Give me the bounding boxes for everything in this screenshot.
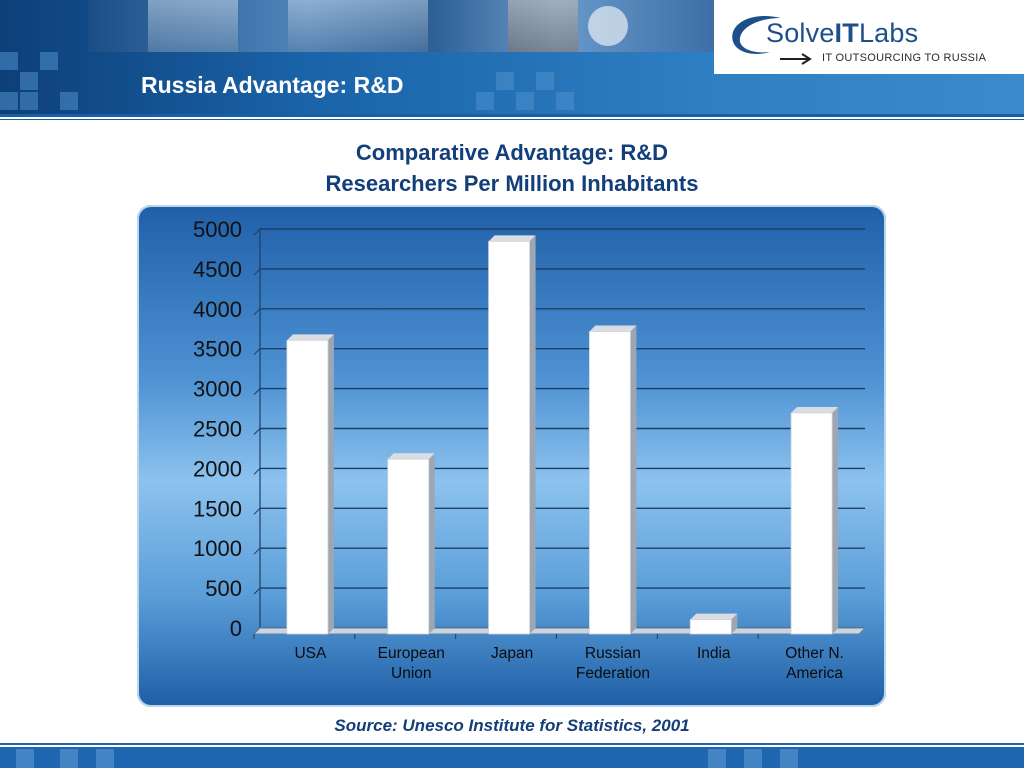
y-tick-label: 5000 bbox=[193, 217, 242, 242]
source-note: Source: Unesco Institute for Statistics,… bbox=[334, 716, 690, 735]
chart-panel: 0 500 1000 1500 2000 2500 3000 3500 4000 4500 5000… bbox=[137, 205, 886, 707]
gridline-depth bbox=[253, 228, 261, 236]
gridline-depth bbox=[253, 268, 261, 276]
y-tick-label: 1000 bbox=[193, 536, 242, 561]
chart-subtitle: Researchers Per Million Inhabitants bbox=[325, 171, 699, 196]
gridline-depth bbox=[253, 507, 261, 515]
logo-swoosh-icon bbox=[732, 16, 781, 54]
bar-top bbox=[488, 235, 536, 242]
y-tick-label: 2500 bbox=[193, 417, 242, 442]
header-rule-thin bbox=[0, 119, 1024, 120]
bar bbox=[589, 331, 631, 635]
gridline-depth bbox=[253, 428, 261, 435]
y-tick-label: 4000 bbox=[193, 297, 242, 322]
y-tick-label: 0 bbox=[230, 616, 242, 641]
bar-side bbox=[630, 325, 637, 634]
x-tick-label: India bbox=[697, 645, 731, 662]
y-tick-label: 4500 bbox=[193, 257, 242, 282]
x-tick-label: Japan bbox=[491, 645, 533, 662]
bar-side bbox=[529, 235, 536, 634]
bar-top bbox=[286, 334, 334, 341]
x-tick-label: Federation bbox=[576, 665, 650, 682]
header-rule bbox=[0, 114, 1024, 117]
bar-top bbox=[589, 325, 637, 332]
bar bbox=[286, 339, 329, 635]
y-tick-label: 3500 bbox=[193, 337, 242, 362]
chart-heading: Comparative Advantage: R&D Researchers P… bbox=[0, 137, 1024, 199]
bar bbox=[387, 458, 430, 635]
bar bbox=[790, 412, 833, 635]
x-tick-label: European bbox=[378, 645, 445, 662]
y-tick-label: 3000 bbox=[193, 377, 242, 402]
header-mosaic bbox=[0, 52, 714, 114]
bar-top bbox=[387, 453, 435, 460]
logo-name-prefix: Solve bbox=[766, 18, 835, 48]
logo-name-mid: IT bbox=[834, 18, 859, 48]
x-tick-label: Russian bbox=[585, 645, 641, 662]
header-photo-strip bbox=[88, 0, 714, 52]
x-tick-label: Union bbox=[391, 665, 432, 682]
gridline-depth bbox=[253, 388, 261, 395]
x-tick-label: Other N. bbox=[785, 645, 844, 662]
y-tick-label: 2000 bbox=[193, 456, 242, 481]
bar bbox=[689, 619, 732, 635]
gridline-depth bbox=[253, 547, 261, 555]
logo-tagline: IT OUTSOURCING TO RUSSIA bbox=[822, 52, 987, 64]
y-tick-label: 500 bbox=[205, 576, 242, 601]
gridline-depth bbox=[253, 587, 261, 595]
y-tick-label: 1500 bbox=[193, 496, 242, 521]
logo-name-suffix: Labs bbox=[858, 18, 919, 48]
gridline-depth bbox=[253, 348, 261, 356]
logo-arrow-icon bbox=[780, 53, 812, 65]
header-banner: SolveITLabs IT OUTSOURCING TO RUSSIA Rus… bbox=[0, 0, 1024, 114]
bar-side bbox=[428, 453, 435, 634]
gridline-depth bbox=[253, 468, 261, 475]
company-logo: SolveITLabs IT OUTSOURCING TO RUSSIA bbox=[714, 0, 1024, 74]
bar-chart: 0 500 1000 1500 2000 2500 3000 3500 4000 4500 5000… bbox=[193, 217, 867, 682]
gridline-depth bbox=[253, 308, 261, 316]
x-tick-label: America bbox=[786, 665, 843, 682]
bar-side bbox=[731, 613, 738, 634]
bar bbox=[488, 240, 530, 635]
bar-top bbox=[791, 406, 839, 413]
x-tick-label: USA bbox=[294, 645, 327, 662]
bar-top bbox=[690, 613, 738, 620]
bar-side bbox=[832, 406, 839, 634]
footer-bar bbox=[0, 743, 1024, 768]
chart-title: Comparative Advantage: R&D bbox=[355, 140, 669, 165]
chart-floor bbox=[252, 627, 867, 635]
bar-side bbox=[327, 334, 334, 634]
slide-title: Russia Advantage: R&D bbox=[141, 72, 404, 98]
